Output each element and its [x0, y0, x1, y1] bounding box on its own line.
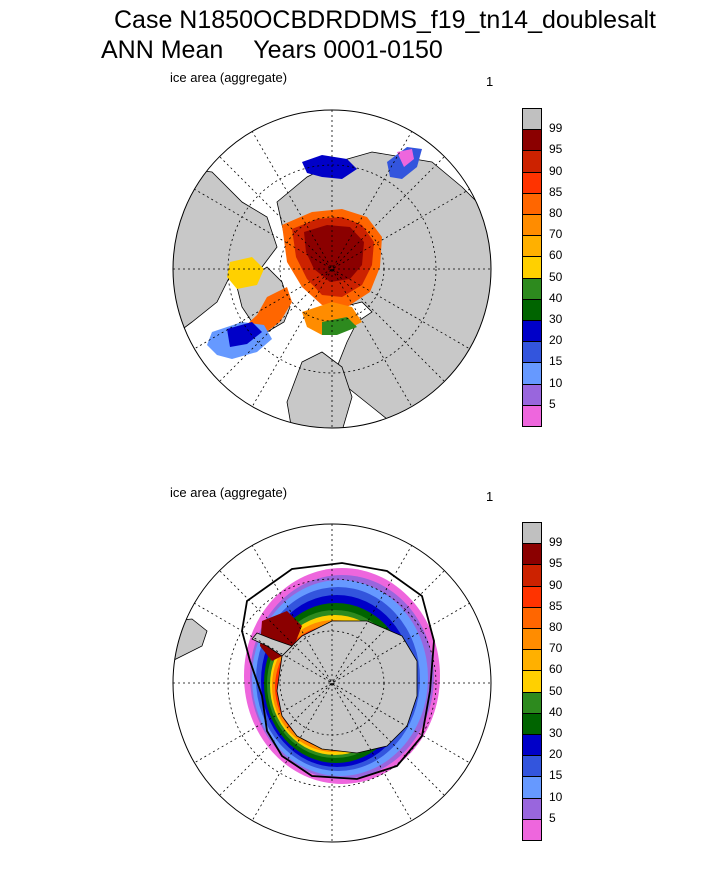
antarctic-peninsula-land [251, 632, 293, 657]
colorbar-swatch [522, 776, 542, 799]
colorbar-label: 90 [549, 577, 563, 592]
south-colorbar: 99 95 90 85 80 70 60 50 40 30 20 15 10 5 [522, 522, 582, 841]
north-europe-land [286, 351, 353, 428]
colorbar-label: 95 [549, 142, 563, 157]
colorbar-label: 80 [549, 206, 563, 220]
colorbar-label: 50 [549, 269, 563, 284]
south-map-border [172, 523, 492, 843]
colorbar-swatch [522, 320, 542, 343]
colorbar-swatch [522, 108, 542, 131]
colorbar-swatch [522, 670, 542, 693]
north-ice-labrador-30 [227, 322, 262, 347]
colorbar-label: 10 [549, 375, 563, 390]
colorbar-swatch [522, 691, 542, 714]
colorbar-label: 70 [549, 227, 563, 242]
colorbar-label: 50 [549, 683, 563, 698]
north-ice-hudson [227, 257, 264, 289]
colorbar-label: 5 [549, 810, 556, 825]
colorbar-swatch [522, 341, 542, 364]
colorbar-label: 99 [549, 535, 563, 550]
colorbar-label: 20 [549, 747, 563, 762]
colorbar-label: 40 [549, 290, 563, 305]
colorbar-label: 20 [549, 333, 563, 348]
south-polar-map [172, 523, 492, 843]
colorbar-label: 10 [549, 789, 563, 804]
colorbar-swatch [522, 214, 542, 237]
colorbar-swatch [522, 522, 542, 545]
colorbar-swatch [522, 797, 542, 820]
colorbar-label: 85 [549, 184, 563, 199]
north-ice-okhotsk-5 [397, 149, 414, 167]
colorbar-swatch [522, 298, 542, 321]
figure-title: Case N1850OCBDRDDMS_f19_tn14_doublesalt [114, 6, 656, 34]
colorbar-label: 80 [549, 620, 563, 634]
colorbar-swatch [522, 362, 542, 385]
colorbar-swatch [522, 712, 542, 735]
panel-south-number: 1 [486, 489, 494, 504]
colorbar-swatch [522, 628, 542, 651]
colorbar-label: 30 [549, 726, 563, 740]
south-ice-edge-line [241, 562, 435, 780]
north-colorbar: 99 95 90 85 80 70 60 50 40 30 20 15 10 5 [522, 108, 582, 427]
colorbar-swatch [522, 606, 542, 629]
colorbar-swatch [522, 649, 542, 672]
colorbar-swatch [522, 256, 542, 279]
colorbar-swatch [522, 129, 542, 152]
north-graticule [173, 110, 491, 428]
colorbar-label: 15 [549, 768, 563, 783]
colorbar-swatch [522, 277, 542, 300]
colorbar-label: 60 [549, 662, 563, 677]
colorbar-swatch [522, 150, 542, 173]
season-label: ANN Mean [101, 36, 224, 64]
colorbar-label: 5 [549, 396, 556, 411]
colorbar-label: 95 [549, 556, 563, 571]
north-ice-barents-40 [322, 317, 357, 335]
colorbar-swatch [522, 585, 542, 608]
colorbar-swatch [522, 192, 542, 215]
colorbar-swatch [522, 543, 542, 566]
colorbar-label: 90 [549, 163, 563, 178]
figure-subtitle: ANN Mean Years 0001-0150 [101, 36, 443, 65]
north-map-border [172, 109, 492, 429]
colorbar-swatch [522, 235, 542, 258]
panel-north-label: ice area (aggregate) [170, 70, 288, 85]
colorbar-label: 70 [549, 641, 563, 656]
south-graticule [173, 524, 491, 842]
colorbar-swatch [522, 404, 542, 427]
panel-north-number: 1 [486, 74, 494, 89]
colorbar-swatch [522, 755, 542, 778]
colorbar-label: 99 [549, 121, 563, 136]
north-polar-map [172, 109, 492, 429]
colorbar-label: 15 [549, 354, 563, 369]
colorbar-swatch [522, 171, 542, 194]
colorbar-label: 85 [549, 598, 563, 613]
colorbar-swatch [522, 734, 542, 757]
colorbar-label: 60 [549, 248, 563, 263]
colorbar-swatch [522, 818, 542, 841]
panel-south-label: ice area (aggregate) [170, 485, 288, 500]
north-ice-bering [302, 155, 357, 179]
colorbar-label: 40 [549, 704, 563, 719]
colorbar-swatch [522, 564, 542, 587]
years-label: Years 0001-0150 [253, 36, 443, 64]
colorbar-swatch [522, 383, 542, 406]
colorbar-label: 30 [549, 312, 563, 326]
